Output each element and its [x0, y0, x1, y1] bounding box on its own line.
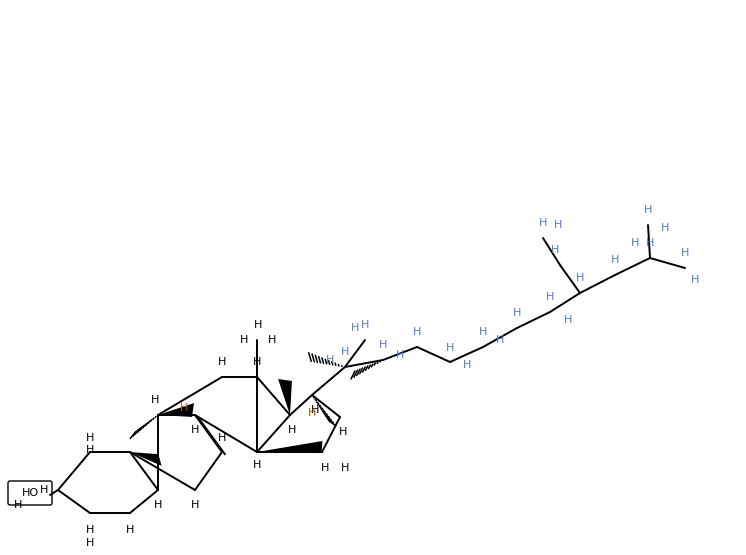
Text: H: H: [539, 218, 547, 228]
Text: H: H: [268, 335, 276, 345]
Text: H: H: [341, 463, 349, 473]
Text: H: H: [554, 220, 562, 230]
Text: H: H: [339, 427, 347, 437]
Text: H: H: [361, 320, 369, 330]
Polygon shape: [158, 403, 194, 417]
Text: H: H: [218, 433, 226, 443]
Text: H: H: [631, 238, 639, 248]
Text: H: H: [253, 460, 261, 470]
Text: H: H: [341, 347, 349, 357]
Text: H: H: [351, 323, 359, 333]
Text: H: H: [691, 275, 699, 285]
Text: H: H: [463, 360, 471, 370]
Text: H: H: [611, 255, 619, 265]
Text: H: H: [40, 485, 48, 495]
Text: H: H: [661, 223, 669, 233]
Text: H: H: [413, 327, 421, 337]
Text: H: H: [311, 405, 319, 415]
Text: H: H: [253, 357, 261, 367]
Text: H: H: [86, 538, 94, 548]
FancyBboxPatch shape: [8, 481, 52, 505]
Text: H: H: [191, 425, 199, 435]
Text: H: H: [681, 248, 689, 258]
Text: H: H: [288, 425, 296, 435]
Text: H: H: [308, 408, 316, 418]
Text: H: H: [239, 335, 248, 345]
Text: H: H: [513, 308, 521, 318]
Text: H: H: [564, 315, 572, 325]
Text: H: H: [546, 292, 554, 302]
Text: H: H: [191, 500, 199, 510]
Text: H: H: [126, 525, 134, 535]
Text: H: H: [218, 357, 226, 367]
Text: H: H: [86, 445, 94, 455]
Text: H: H: [646, 238, 654, 248]
Polygon shape: [130, 452, 162, 466]
Text: H: H: [151, 395, 159, 405]
Text: H: H: [446, 343, 454, 353]
Text: H: H: [396, 350, 404, 360]
Text: H: H: [14, 500, 22, 510]
Text: H: H: [644, 205, 652, 215]
Text: H: H: [86, 433, 94, 443]
Text: H: H: [86, 525, 94, 535]
Text: H: H: [321, 463, 329, 473]
Polygon shape: [278, 379, 292, 415]
Polygon shape: [257, 441, 322, 453]
Text: H: H: [379, 340, 387, 350]
Text: HO: HO: [22, 488, 39, 498]
Text: H: H: [496, 335, 504, 345]
Text: H: H: [576, 273, 584, 283]
Text: H: H: [479, 327, 487, 337]
Text: H: H: [254, 320, 262, 330]
Text: H: H: [326, 355, 334, 365]
Text: H: H: [154, 500, 162, 510]
Text: H: H: [551, 245, 560, 255]
Text: H: H: [180, 403, 188, 413]
